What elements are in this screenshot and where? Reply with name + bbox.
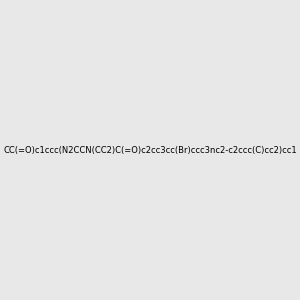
- Text: CC(=O)c1ccc(N2CCN(CC2)C(=O)c2cc3cc(Br)ccc3nc2-c2ccc(C)cc2)cc1: CC(=O)c1ccc(N2CCN(CC2)C(=O)c2cc3cc(Br)cc…: [3, 146, 297, 154]
